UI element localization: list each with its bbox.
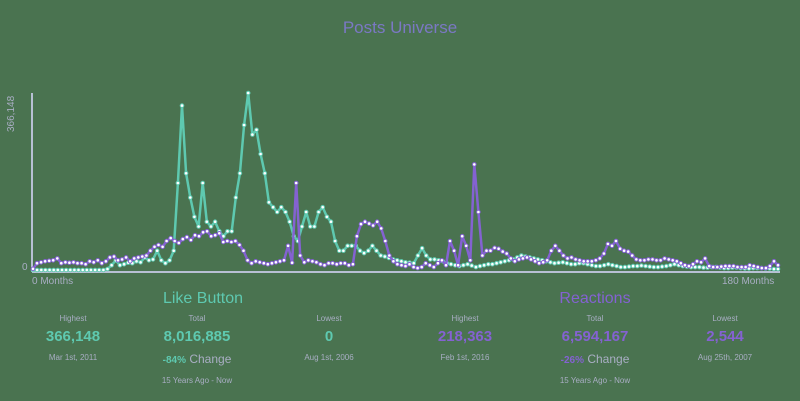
series-like-button [30, 90, 781, 273]
stat-label: Highest [59, 314, 87, 323]
series-reactions [30, 162, 781, 272]
stat-date: Aug 1st, 2006 [304, 353, 354, 362]
stat-value: 0 [324, 328, 334, 345]
total-stat: Total 6,594,167 -26% Change 15 Years Ago… [530, 314, 660, 385]
stat-value: 2,544 [706, 328, 744, 345]
panel-title: Like Button [162, 290, 244, 307]
change-line: -26% Change [530, 352, 660, 366]
y-axis-zero-label: 0 [22, 262, 28, 273]
change-range: 15 Years Ago - Now [559, 376, 631, 385]
line-chart [30, 90, 781, 273]
like-button-panel: Like Button Highest 366,148 Mar 1st, 201… [8, 290, 398, 400]
change-percent: -84% [162, 355, 186, 366]
highest-stat: Highest 366,148 Mar 1st, 2011 [8, 314, 138, 362]
y-axis-max-label: 366,148 [6, 95, 17, 132]
stat-value: 8,016,885 [163, 328, 231, 345]
stat-date: Feb 1st, 2016 [440, 353, 490, 362]
chart-title: Posts Universe [342, 18, 458, 37]
change-line: -84% Change [132, 352, 262, 366]
stat-label: Total [586, 314, 604, 323]
reactions-panel: Reactions Highest 218,363 Feb 1st, 2016 … [400, 290, 790, 400]
panel-title: Reactions [559, 290, 631, 307]
x-axis-end-label: 180 Months [722, 276, 775, 287]
stat-label: Lowest [316, 314, 342, 323]
change-label: Change [189, 352, 232, 366]
stat-label: Lowest [712, 314, 738, 323]
stat-value: 218,363 [437, 328, 493, 345]
change-range: 15 Years Ago - Now [161, 376, 233, 385]
stat-label: Highest [451, 314, 479, 323]
x-axis-start-label: 0 Months [32, 276, 74, 287]
stat-label: Total [188, 314, 206, 323]
total-stat: Total 8,016,885 -84% Change 15 Years Ago… [132, 314, 262, 385]
change-label: Change [587, 352, 630, 366]
change-percent: -26% [560, 355, 584, 366]
stat-date: Aug 25th, 2007 [697, 353, 753, 362]
highest-stat: Highest 218,363 Feb 1st, 2016 [400, 314, 530, 362]
stat-value: 6,594,167 [561, 328, 629, 345]
stat-date: Mar 1st, 2011 [48, 353, 98, 362]
stat-value: 366,148 [45, 328, 101, 345]
lowest-stat: Lowest 2,544 Aug 25th, 2007 [660, 314, 790, 362]
lowest-stat: Lowest 0 Aug 1st, 2006 [264, 314, 394, 362]
